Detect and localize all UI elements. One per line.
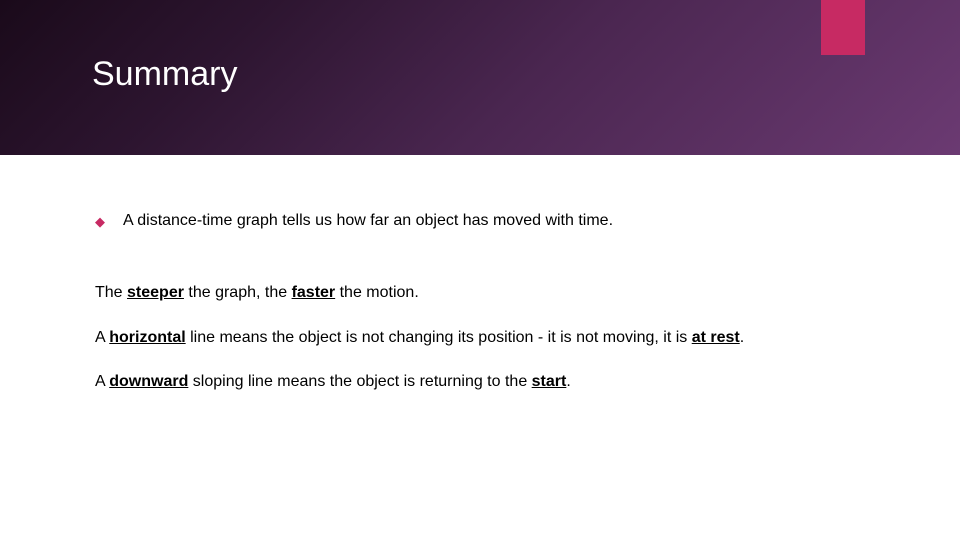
paragraph-steeper: The steeper the graph, the faster the mo…: [95, 282, 865, 304]
text-fragment: the graph, the: [184, 284, 292, 301]
underline-steeper: steeper: [127, 284, 184, 301]
underline-faster: faster: [292, 284, 336, 301]
slide-title: Summary: [92, 55, 960, 94]
underline-at-rest: at rest: [692, 329, 740, 346]
text-fragment: .: [740, 329, 744, 346]
underline-start: start: [532, 373, 567, 390]
text-fragment: the motion.: [335, 284, 419, 301]
underline-downward: downward: [109, 373, 188, 390]
slide-content: ◆ A distance-time graph tells us how far…: [0, 155, 960, 394]
text-fragment: A: [95, 329, 109, 346]
text-fragment: .: [566, 373, 570, 390]
paragraph-horizontal: A horizontal line means the object is no…: [95, 327, 865, 349]
bullet-text: A distance-time graph tells us how far a…: [123, 210, 613, 232]
accent-tab: [821, 0, 865, 55]
text-fragment: line means the object is not changing it…: [186, 329, 692, 346]
paragraph-downward: A downward sloping line means the object…: [95, 371, 865, 393]
text-fragment: sloping line means the object is returni…: [188, 373, 531, 390]
underline-horizontal: horizontal: [109, 329, 185, 346]
slide-header: Summary: [0, 0, 960, 155]
diamond-bullet-icon: ◆: [95, 214, 105, 230]
text-fragment: The: [95, 284, 127, 301]
bullet-item: ◆ A distance-time graph tells us how far…: [95, 210, 865, 232]
text-fragment: A: [95, 373, 109, 390]
